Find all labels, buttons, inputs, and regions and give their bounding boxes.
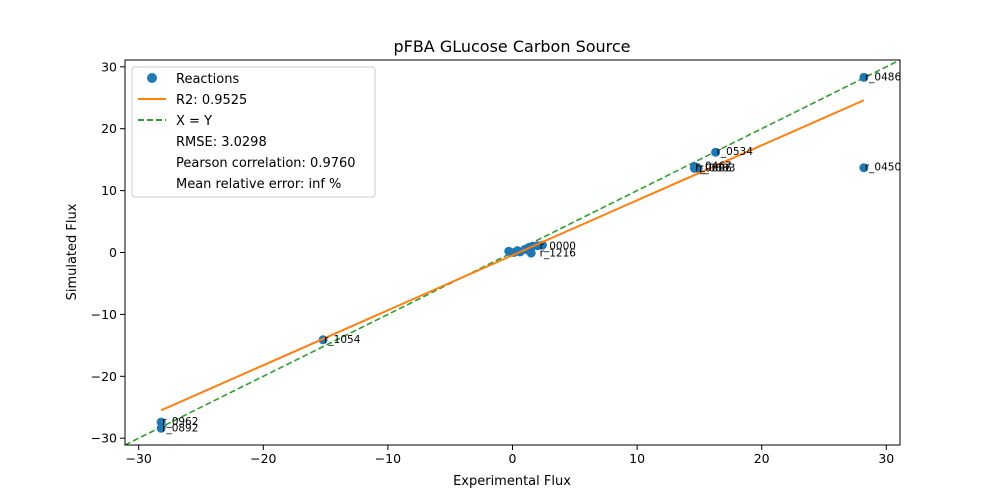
y-tick-label: −30 [91, 431, 117, 446]
x-axis-label: Experimental Flux [453, 474, 571, 489]
legend-label-pearson: Pearson correlation: 0.9760 [176, 156, 356, 171]
legend-label-reactions: Reactions [176, 72, 239, 87]
point-label: r_1054 [324, 334, 361, 346]
plot-area [125, 60, 900, 445]
data-point [859, 72, 869, 82]
point-label: r_1216 [540, 248, 577, 260]
point-label: r_0000 [540, 240, 576, 252]
y-tick-label: 0 [109, 245, 117, 260]
y-tick-label: 10 [101, 183, 117, 198]
x-tick-label: −20 [250, 451, 276, 466]
point-label: r_0892 [162, 422, 198, 434]
point-label: r_0962 [162, 416, 198, 428]
point-label: r_0450 [865, 162, 901, 174]
x-tick-label: 30 [878, 451, 894, 466]
point-label: r_0534 [717, 146, 754, 158]
y-tick-label: −20 [91, 369, 117, 384]
fit-line [160, 99, 865, 412]
y-axis-label: Simulated Flux [65, 203, 80, 300]
point-label: r_0486 [865, 71, 902, 83]
x-tick-label: −10 [375, 451, 401, 466]
data-point [859, 163, 869, 173]
point-label: r_0883 [699, 162, 735, 174]
y-tick-label: −10 [91, 307, 117, 322]
x-tick-label: 20 [754, 451, 770, 466]
data-point [156, 417, 166, 427]
data-point [156, 423, 166, 433]
x-tick-label: 0 [509, 451, 517, 466]
legend: Reactions R2: 0.9525 X = Y RMSE: 3.0298 … [131, 66, 376, 198]
x-tick-label: −30 [126, 451, 152, 466]
point-label: r_0886 [695, 162, 732, 174]
y-tick-label: 30 [101, 59, 117, 74]
y-tick-label: 20 [101, 121, 117, 136]
legend-label-rmse: RMSE: 3.0298 [176, 135, 267, 150]
legend-label-fit: R2: 0.9525 [176, 93, 247, 108]
chart-title: pFBA GLucose Carbon Source [393, 37, 630, 56]
point-label: r_0467 [695, 160, 731, 172]
legend-box [131, 66, 376, 198]
x-tick-label: 10 [629, 451, 645, 466]
data-point [693, 163, 703, 173]
x-axis: −30 −20 −10 0 10 20 30 [126, 445, 894, 466]
legend-marker-reactions [147, 73, 157, 83]
y-axis: −30 −20 −10 0 10 20 30 [91, 59, 125, 446]
legend-label-identity: X = Y [176, 114, 212, 129]
legend-label-mre: Mean relative error: inf % [176, 177, 341, 192]
data-point [711, 147, 721, 157]
